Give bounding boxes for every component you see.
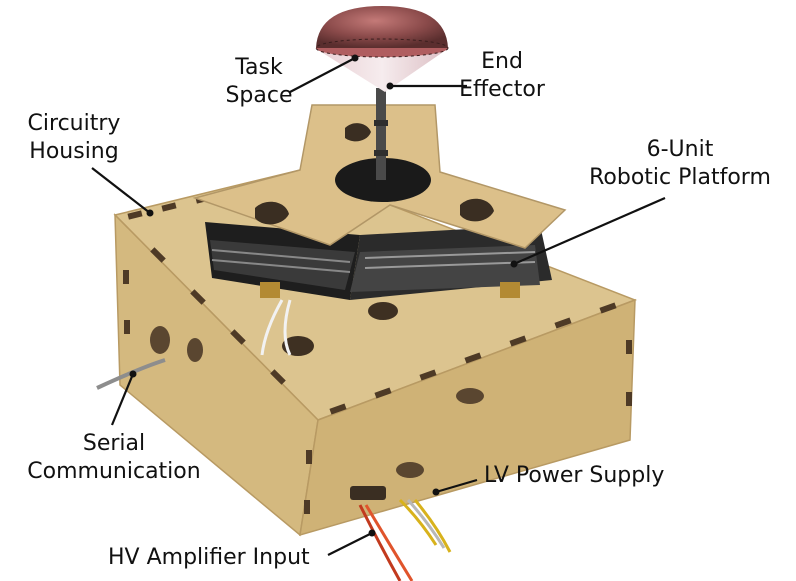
side-hole bbox=[150, 326, 170, 354]
top-hole bbox=[282, 336, 314, 356]
side-hole bbox=[396, 462, 424, 478]
leader-dots bbox=[129, 54, 518, 537]
side-hole bbox=[456, 388, 484, 404]
label-task-space-line1: Task bbox=[235, 55, 283, 80]
label-robotic-platform-line1: 6-Unit bbox=[646, 137, 714, 162]
label-circuitry-housing-line1: Circuitry bbox=[27, 111, 121, 136]
leader-lines bbox=[91, 57, 666, 556]
label-end-effector-line2: Effector bbox=[459, 77, 545, 102]
label-end-effector: End Effector bbox=[456, 48, 548, 104]
label-circuitry-housing: Circuitry Housing bbox=[18, 110, 130, 166]
wires bbox=[96, 299, 452, 581]
box-right-face bbox=[299, 298, 636, 537]
top-hole bbox=[368, 302, 398, 320]
label-task-space-line2: Space bbox=[225, 83, 293, 108]
label-serial-communication: Serial Communication bbox=[22, 430, 206, 486]
label-serial-communication-line1: Serial bbox=[82, 431, 146, 456]
label-robotic-platform-line2: Robotic Platform bbox=[589, 165, 771, 190]
label-circuitry-housing-line2: Housing bbox=[29, 139, 119, 164]
end-effector-shaft bbox=[376, 88, 386, 180]
task-space-dome bbox=[315, 6, 449, 92]
label-end-effector-line1: End bbox=[481, 49, 523, 74]
label-task-space: Task Space bbox=[224, 54, 294, 110]
label-lv-power-supply: LV Power Supply bbox=[484, 463, 665, 488]
side-hole bbox=[187, 338, 203, 362]
side-slot bbox=[350, 486, 386, 500]
label-serial-communication-line2: Communication bbox=[27, 459, 201, 484]
label-robotic-platform: 6-Unit Robotic Platform bbox=[582, 136, 778, 192]
label-hv-amplifier-input: HV Amplifier Input bbox=[108, 545, 310, 570]
